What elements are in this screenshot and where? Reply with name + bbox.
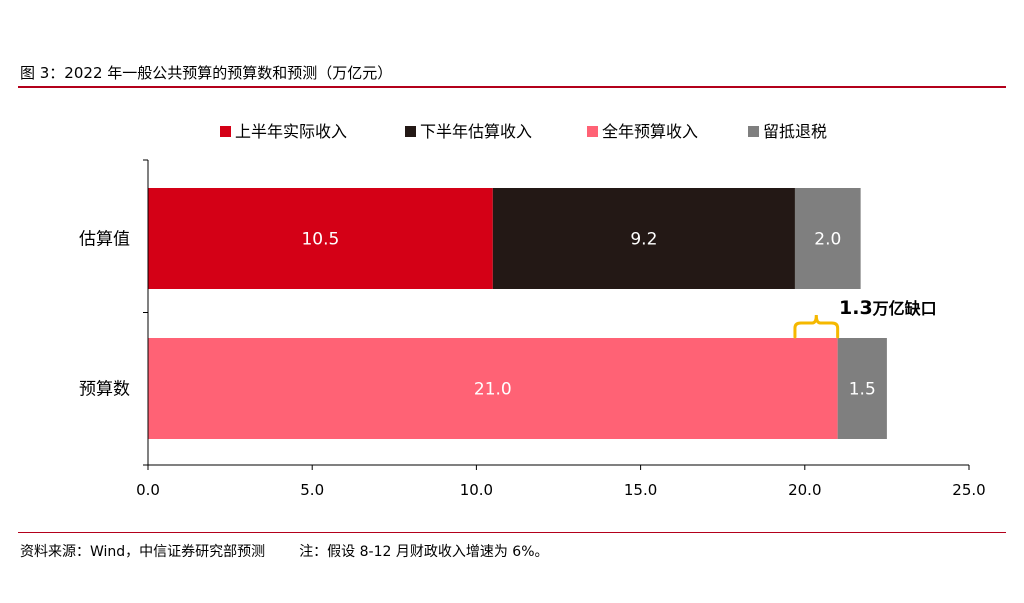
bar-segment xyxy=(492,188,795,289)
legend-item: 留抵退税 xyxy=(748,122,827,141)
gap-label: 1.3万亿缺口 xyxy=(839,297,937,319)
gap-annotation: 1.3万亿缺口 xyxy=(793,297,937,339)
footnote: 注：假设 8-12 月财政收入增速为 6%。 xyxy=(299,544,549,560)
source-note: 资料来源：Wind，中信证券研究部预测 xyxy=(20,544,266,560)
data-label: 9.2 xyxy=(630,230,657,250)
x-tick-label: 0.0 xyxy=(136,481,160,499)
legend-swatch xyxy=(748,126,759,137)
stacked-bar-chart: 上半年实际收入 下半年估算收入 全年预算收入 留抵退税 10.5 9.2 2.021.0 1… xyxy=(79,122,986,499)
x-tick-label: 5.0 xyxy=(300,481,324,499)
bar-segment xyxy=(148,188,493,289)
x-tick-label: 15.0 xyxy=(624,481,657,499)
gap-value: 1.3 xyxy=(839,297,873,319)
bars: 10.5 9.2 2.0 21.0 1.5 xyxy=(148,188,887,439)
data-label: 2.0 xyxy=(814,230,841,250)
legend-item: 上半年实际收入 xyxy=(220,122,347,141)
top-rule xyxy=(18,86,1006,88)
legend-label: 留抵退税 xyxy=(763,122,827,141)
bottom-rule xyxy=(18,532,1006,533)
bar-segment xyxy=(148,338,838,439)
legend-label: 全年预算收入 xyxy=(602,122,698,141)
x-tick-label: 10.0 xyxy=(460,481,493,499)
category-label: 估算值 xyxy=(79,230,130,250)
legend-label: 上半年实际收入 xyxy=(235,122,347,141)
gap-unit: 万亿缺口 xyxy=(872,299,937,318)
bar-segment xyxy=(794,188,861,289)
legend-item: 下半年估算收入 xyxy=(405,122,532,141)
legend-swatch xyxy=(405,126,416,137)
x-tick-label: 20.0 xyxy=(788,481,821,499)
legend-swatch xyxy=(220,126,231,137)
footer: 资料来源：Wind，中信证券研究部预测 注：假设 8-12 月财政收入增速为 6%… xyxy=(20,541,549,561)
legend-label: 下半年估算收入 xyxy=(420,122,532,141)
bar-segment xyxy=(837,338,887,439)
figure-title: 图 3：2022 年一般公共预算的预算数和预测（万亿元） xyxy=(20,64,393,82)
legend-item: 全年预算收入 xyxy=(587,122,698,141)
gap-bracket xyxy=(793,314,840,339)
data-label: 21.0 xyxy=(474,380,512,400)
data-label: 10.5 xyxy=(301,230,339,250)
x-tick-label: 25.0 xyxy=(952,481,985,499)
data-label: 1.5 xyxy=(849,380,876,400)
category-label: 预算数 xyxy=(79,380,130,400)
legend-swatch xyxy=(587,126,598,137)
legend: 上半年实际收入 下半年估算收入 全年预算收入 留抵退税 xyxy=(220,122,827,141)
